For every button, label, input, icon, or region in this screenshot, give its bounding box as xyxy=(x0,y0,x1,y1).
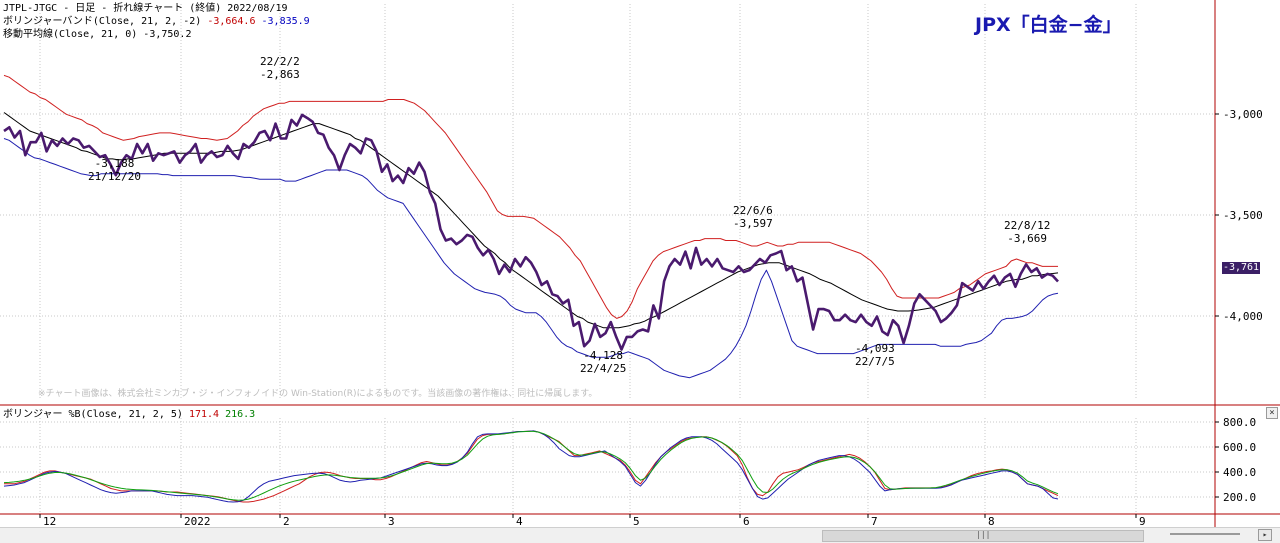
note-high-aug: 22/8/12 -3,669 xyxy=(1004,219,1050,245)
note-high-feb-line2: -2,863 xyxy=(260,68,300,81)
osc-value-1: 171.4 xyxy=(188,409,220,420)
x-tick-label: 9 xyxy=(1139,515,1146,528)
note-low-apr-line2: 22/4/25 xyxy=(580,362,627,375)
osc-y-tick-label: 200.0 xyxy=(1223,491,1256,504)
osc-y-tick-label: 400.0 xyxy=(1223,466,1256,479)
horizontal-scrollbar[interactable] xyxy=(0,527,1280,543)
grip-icon: ||| xyxy=(976,530,991,539)
note-low-jul-line1: -4,093 xyxy=(855,342,895,355)
note-low-jul-line2: 22/7/5 xyxy=(855,355,895,368)
y-tick-label: -3,500 xyxy=(1223,209,1263,222)
y-tick-label: -3,000 xyxy=(1223,108,1263,121)
last-price-tag: -3,761 xyxy=(1222,262,1260,274)
osc-series-green xyxy=(3,430,1059,501)
note-high-aug-line2: -3,669 xyxy=(1007,232,1048,245)
note-low-dec-line2: 21/12/20 xyxy=(88,170,141,183)
chart-title: JPX「白金−金」 xyxy=(975,14,1122,36)
x-tick-label: 5 xyxy=(633,515,640,528)
note-low-apr-line1: -4,128 xyxy=(583,349,624,362)
bb-upper-value: -3,664.6 xyxy=(207,16,256,27)
x-tick-label: 12 xyxy=(43,515,56,528)
x-tick-label: 7 xyxy=(871,515,878,528)
zoom-button[interactable]: ▸ xyxy=(1258,529,1272,541)
x-tick-label: 8 xyxy=(988,515,995,528)
note-low-jul: -4,093 22/7/5 xyxy=(855,342,895,368)
note-low-dec-line1: -3,188 xyxy=(94,157,135,170)
note-high-jun-line1: 22/6/6 xyxy=(733,204,773,217)
x-tick-label: 2022 xyxy=(184,515,211,528)
osc-prefix: ボリンジャー %B(Close, 21, 2, 5) xyxy=(3,409,183,420)
x-tick-label: 4 xyxy=(516,515,523,528)
series-lower-band xyxy=(3,138,1059,379)
close-panel-button[interactable]: × xyxy=(1266,407,1278,419)
bb-lower-value: -3,835.9 xyxy=(261,16,310,27)
header-line-osc: ボリンジャー %B(Close, 21, 2, 5) 171.4 216.3 xyxy=(3,409,255,421)
x-tick-label: 3 xyxy=(388,515,395,528)
series-close xyxy=(3,113,1059,351)
note-low-apr: -4,128 22/4/25 xyxy=(580,349,626,375)
copyright-notice: ※チャート画像は、株式会社ミンカブ・ジ・インフォノイドの Win-Station… xyxy=(38,389,598,399)
x-tick-label: 2 xyxy=(283,515,290,528)
note-high-jun: 22/6/6 -3,597 xyxy=(733,204,773,230)
note-high-jun-line2: -3,597 xyxy=(733,217,773,230)
series-moving-average xyxy=(3,112,1059,329)
series-upper-band xyxy=(3,74,1058,319)
zoom-slider[interactable] xyxy=(1170,533,1240,535)
header-line-bollinger: ボリンジャーバンド(Close, 21, 2, -2) -3,664.6 -3,… xyxy=(3,16,310,28)
note-high-feb-line1: 22/2/2 xyxy=(260,55,300,68)
note-high-feb: 22/2/2 -2,863 xyxy=(260,55,300,81)
osc-y-tick-label: 800.0 xyxy=(1223,416,1256,429)
header-line-ma: 移動平均線(Close, 21, 0) -3,750.2 xyxy=(3,29,192,40)
y-tick-label: -4,000 xyxy=(1223,310,1263,323)
note-low-dec: -3,188 21/12/20 xyxy=(88,157,141,183)
bb-prefix: ボリンジャーバンド(Close, 21, 2, -2) xyxy=(3,16,202,27)
osc-y-tick-label: 600.0 xyxy=(1223,441,1256,454)
note-high-aug-line1: 22/8/12 xyxy=(1004,219,1051,232)
header-line-1: JTPL-JTGC - 日足 - 折れ線チャート (終値) 2022/08/19 xyxy=(3,3,288,14)
osc-value-2: 216.3 xyxy=(225,409,256,420)
x-tick-label: 6 xyxy=(743,515,750,528)
